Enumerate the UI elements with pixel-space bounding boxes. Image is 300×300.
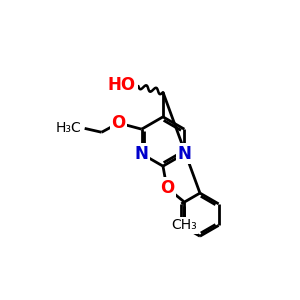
Text: O: O xyxy=(160,179,174,197)
Text: O: O xyxy=(111,114,126,132)
Text: N: N xyxy=(177,145,191,163)
Text: HO: HO xyxy=(108,76,136,94)
Text: H₃C: H₃C xyxy=(56,122,82,135)
Text: CH₃: CH₃ xyxy=(171,218,197,233)
Text: N: N xyxy=(135,145,148,163)
